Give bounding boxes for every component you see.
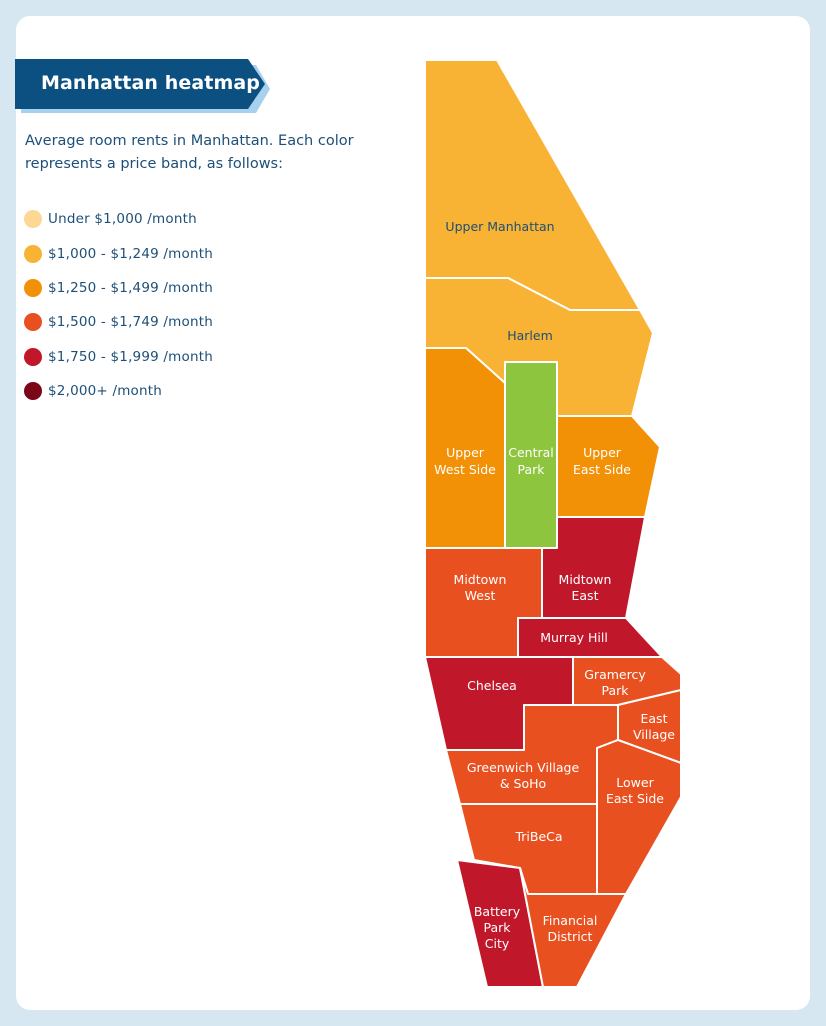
legend-swatch <box>24 244 42 263</box>
label-battery-park-city: Battery <box>474 904 521 919</box>
label-financial-district: Financial <box>543 913 598 928</box>
legend-swatch <box>24 347 42 366</box>
label-upper-west-side: Upper <box>446 445 485 460</box>
label-midtown-east: Midtown <box>559 572 612 587</box>
label-lower-east-side: East Side <box>606 791 664 806</box>
legend-label: $1,000 - $1,249 /month <box>48 245 213 262</box>
region-upper-manhattan[interactable] <box>424 59 641 311</box>
title-banner-fill <box>15 59 265 109</box>
title-banner: Manhattan heatmap <box>15 59 285 119</box>
legend-label: $1,500 - $1,749 /month <box>48 314 213 331</box>
legend-label: $1,250 - $1,499 /month <box>48 279 213 296</box>
legend-item: Under $1,000 /month <box>24 202 354 236</box>
region-financial-district[interactable] <box>519 867 627 988</box>
label-battery-park-city: Park <box>483 920 511 935</box>
legend-label: $1,750 - $1,999 /month <box>48 348 213 365</box>
legend-label: $2,000+ /month <box>48 383 163 400</box>
label-midtown-west: Midtown <box>454 572 507 587</box>
legend-item: $1,750 - $1,999 /month <box>24 340 354 374</box>
page-title: Manhattan heatmap <box>41 72 260 94</box>
legend-swatch <box>24 278 42 297</box>
label-midtown-east: East <box>572 588 599 603</box>
label-east-village: East <box>641 711 668 726</box>
label-east-village: Village <box>633 727 675 742</box>
label-greenwich-village-soho: & SoHo <box>500 776 546 791</box>
legend-item: $1,500 - $1,749 /month <box>24 305 354 339</box>
legend-item: $1,250 - $1,499 /month <box>24 271 354 305</box>
region-lower-east-side[interactable] <box>596 739 682 895</box>
title-banner-shape <box>15 59 270 113</box>
label-central-park: Park <box>517 462 545 477</box>
label-lower-east-side: Lower <box>616 775 654 790</box>
label-battery-park-city: City <box>485 936 510 951</box>
label-gramercy-park: Gramercy <box>584 667 646 682</box>
region-upper-east-side[interactable] <box>556 415 661 518</box>
label-upper-manhattan: Upper Manhattan <box>445 219 554 234</box>
legend-swatch <box>24 382 42 401</box>
label-tribeca: TriBeCa <box>514 829 562 844</box>
legend-swatch <box>24 210 42 229</box>
price-legend: Under $1,000 /month $1,000 - $1,249 /mon… <box>24 202 354 408</box>
legend-item: $2,000+ /month <box>24 374 354 408</box>
label-midtown-west: West <box>465 588 496 603</box>
legend-label: Under $1,000 /month <box>48 211 197 228</box>
legend-item: $1,000 - $1,249 /month <box>24 236 354 270</box>
label-upper-west-side: West Side <box>434 462 496 477</box>
label-central-park: Central <box>508 445 554 460</box>
label-financial-district: District <box>548 929 593 944</box>
label-chelsea: Chelsea <box>467 678 517 693</box>
label-harlem: Harlem <box>507 328 553 343</box>
infographic-card <box>16 16 810 1010</box>
label-upper-east-side: Upper <box>583 445 622 460</box>
label-gramercy-park: Park <box>601 683 629 698</box>
map-description: Average room rents in Manhattan. Each co… <box>25 133 354 172</box>
label-murray-hill: Murray Hill <box>540 630 608 645</box>
label-greenwich-village-soho: Greenwich Village <box>467 760 580 775</box>
legend-swatch <box>24 313 42 332</box>
label-upper-east-side: East Side <box>573 462 631 477</box>
